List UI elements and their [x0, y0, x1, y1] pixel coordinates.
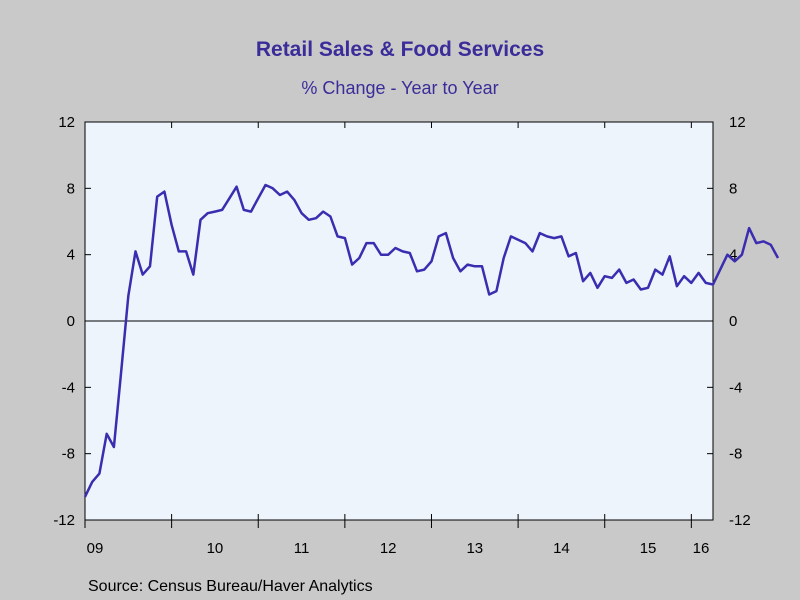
y-tick-label-right: -8 [729, 446, 742, 463]
y-tick-label-left: 12 [58, 114, 75, 131]
y-tick-label-left: -12 [53, 512, 75, 529]
y-tick-label-left: -4 [62, 379, 75, 396]
y-tick-label-left: 4 [67, 247, 75, 264]
chart-title: Retail Sales & Food Services [255, 38, 545, 61]
x-tick-label: 10 [207, 540, 224, 557]
y-tick-label-right: -4 [729, 379, 742, 396]
chart-subtitle: % Change - Year to Year [301, 78, 499, 98]
x-tick-label: 16 [693, 540, 710, 557]
y-tick-label-left: 8 [67, 180, 75, 197]
y-tick-label-left: -8 [62, 446, 75, 463]
x-tick-label: 09 [87, 540, 104, 557]
y-tick-label-left: 0 [67, 313, 75, 330]
y-tick-label-right: 12 [729, 114, 746, 131]
x-tick-label: 13 [466, 540, 483, 557]
x-tick-label: 12 [380, 540, 397, 557]
y-tick-label-right: 4 [729, 247, 737, 264]
x-tick-label: 14 [553, 540, 570, 557]
y-tick-label-right: 8 [729, 180, 737, 197]
source-note: Source: Census Bureau/Haver Analytics [88, 578, 373, 595]
x-tick-label: 11 [294, 540, 310, 557]
y-tick-label-right: -12 [729, 512, 751, 529]
y-tick-label-right: 0 [729, 313, 737, 330]
x-tick-label: 15 [640, 540, 657, 557]
